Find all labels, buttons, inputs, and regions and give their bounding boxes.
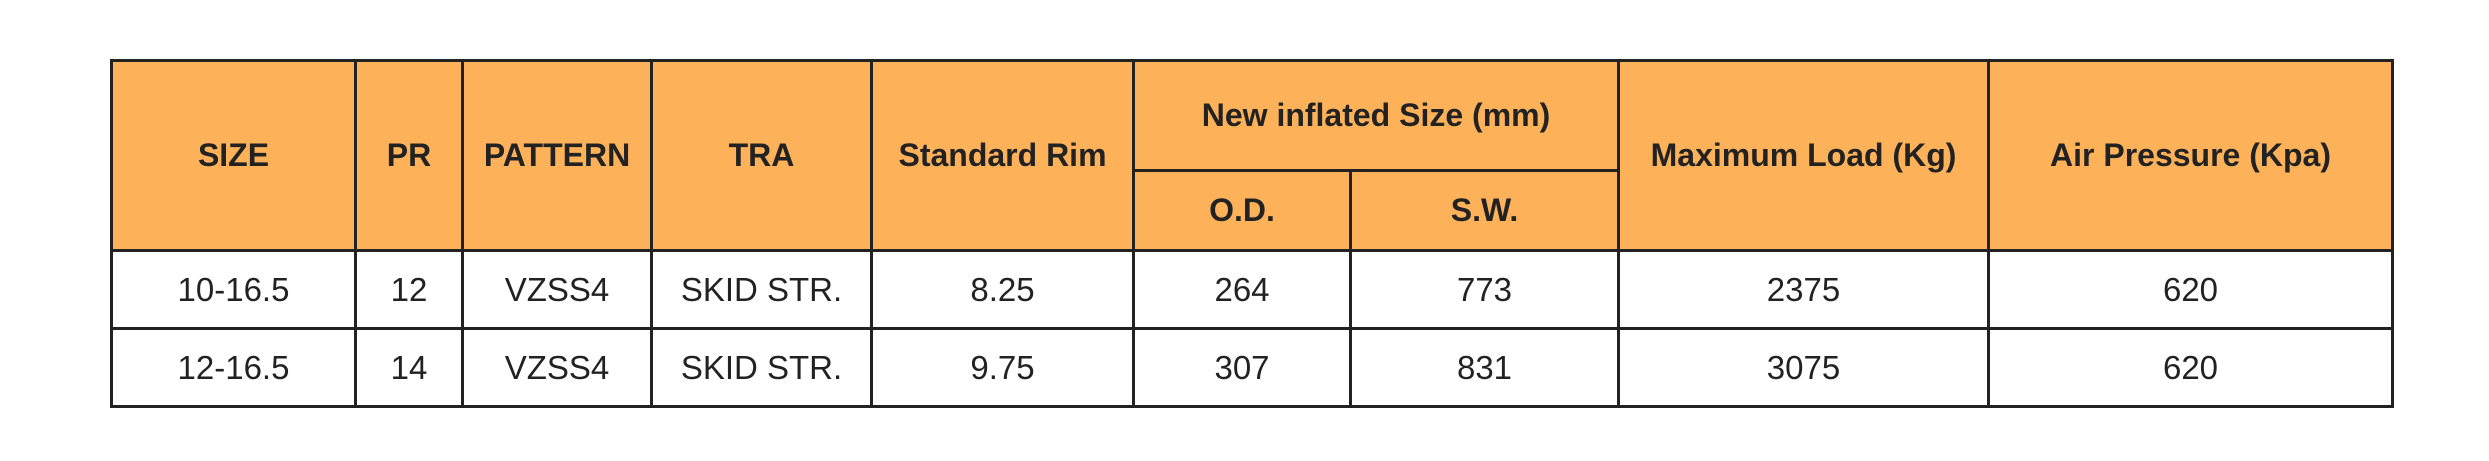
cell: VZSS4 [461, 327, 653, 408]
cell: 2375 [1617, 249, 1990, 330]
cell: 264 [1132, 249, 1352, 330]
subheader-cell: S.W. [1349, 169, 1620, 252]
subheader-row: O.D. S.W. [112, 169, 2393, 252]
header-cell: TRA [650, 59, 873, 252]
cell: 12 [354, 249, 464, 330]
cell: 9.75 [870, 327, 1135, 408]
cell: 620 [1987, 327, 2394, 408]
cell: 773 [1349, 249, 1620, 330]
cell: 8.25 [870, 249, 1135, 330]
data-row: 10-16.5 12 VZSS4 SKID STR. 8.25 264 773 … [110, 249, 2394, 330]
cell: VZSS4 [461, 249, 653, 330]
cell: SKID STR. [650, 327, 873, 408]
header-cell: New inflated Size (mm) [1132, 59, 1620, 172]
cell: SKID STR. [650, 249, 873, 330]
header-row: SIZE PR PATTERN TRA Standard Rim New inf… [110, 59, 2394, 252]
header-cell: Maximum Load (Kg) [1617, 59, 1990, 252]
cell: 620 [1987, 249, 2394, 330]
spec-table: SIZE PR PATTERN TRA Standard Rim New inf… [110, 59, 2394, 408]
header-cell: PR [354, 59, 464, 252]
cell: 307 [1132, 327, 1352, 408]
cell: 831 [1349, 327, 1620, 408]
cell: 12-16.5 [110, 327, 357, 408]
cell: 10-16.5 [110, 249, 357, 330]
header-cell: SIZE [110, 59, 357, 252]
cell: 3075 [1617, 327, 1990, 408]
header-cell: Standard Rim [870, 59, 1135, 252]
data-row: 12-16.5 14 VZSS4 SKID STR. 9.75 307 831 … [110, 327, 2394, 408]
cell: 14 [354, 327, 464, 408]
header-cell: Air Pressure (Kpa) [1987, 59, 2394, 252]
subheader-cell: O.D. [1132, 169, 1352, 252]
header-cell: PATTERN [461, 59, 653, 252]
